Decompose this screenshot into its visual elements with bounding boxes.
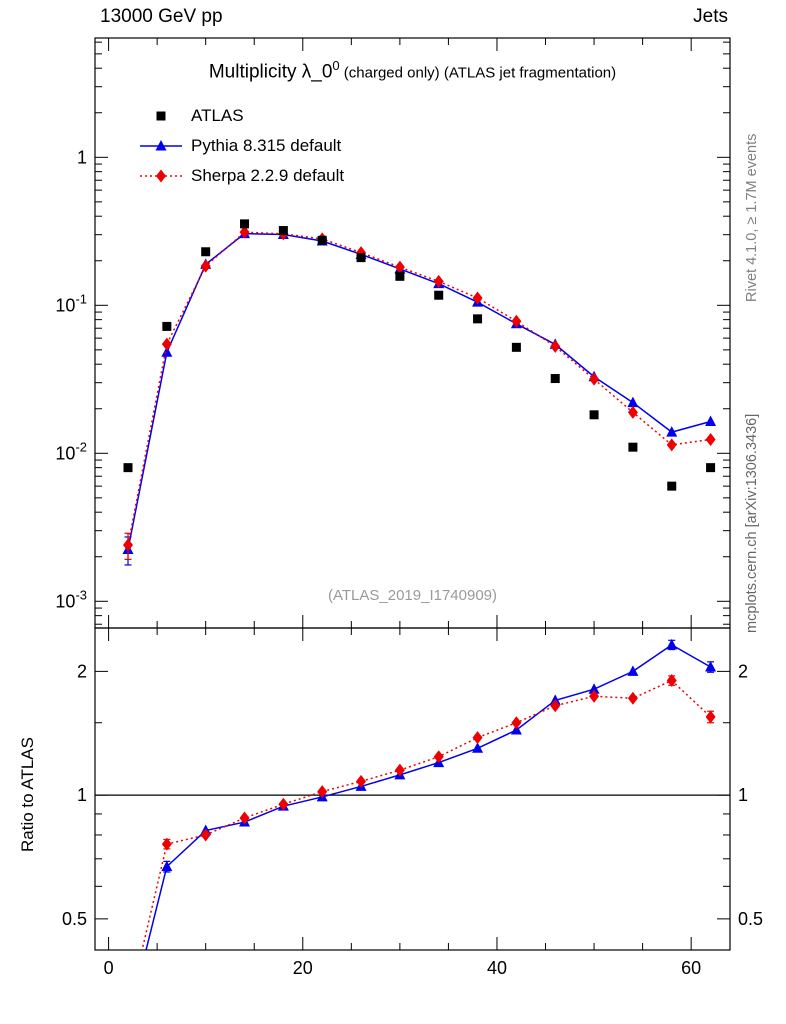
plot-title-superscript: 0: [332, 58, 340, 73]
sherpa-ratio-series: [141, 674, 716, 950]
rivet-version-note: Rivet 4.1.0, ≥ 1.7M events: [744, 133, 760, 302]
pythia-top-series: [122, 227, 717, 566]
svg-text:0.5: 0.5: [738, 909, 763, 929]
svg-text:10-3: 10-3: [55, 587, 87, 611]
analysis-group-label: Jets: [693, 6, 728, 27]
svg-text:60: 60: [681, 958, 701, 978]
svg-text:1: 1: [77, 785, 87, 805]
svg-text:2: 2: [77, 661, 87, 681]
sherpa-marker-icon: [138, 168, 184, 184]
legend-label-atlas: ATLAS: [191, 106, 244, 125]
svg-text:20: 20: [293, 958, 313, 978]
legend: ATLAS Pythia 8.315 default Sherpa 2.2.9 …: [138, 104, 344, 188]
legend-row-pythia: Pythia 8.315 default: [138, 134, 344, 158]
svg-text:0.5: 0.5: [62, 909, 87, 929]
legend-row-sherpa: Sherpa 2.2.9 default: [138, 164, 344, 188]
svg-text:1: 1: [77, 147, 87, 167]
ratio-panel-frame: [94, 627, 731, 951]
atlas-points: [123, 219, 716, 491]
pythia-ratio-series: [145, 638, 717, 950]
beam-energy-label: 13000 GeV pp: [100, 6, 223, 27]
svg-text:10-1: 10-1: [55, 291, 87, 315]
legend-row-atlas: ATLAS: [138, 104, 344, 128]
atlas-marker-icon: [138, 108, 184, 124]
svg-text:10-2: 10-2: [55, 439, 87, 463]
mcplots-citation-note: mcplots.cern.ch [arXiv:1306.3436]: [744, 413, 760, 633]
plot-title: Multiplicity λ_00 (charged only) (ATLAS …: [95, 58, 730, 83]
plot-title-main: Multiplicity λ_0: [208, 61, 333, 83]
legend-label-pythia: Pythia 8.315 default: [191, 136, 342, 155]
pythia-marker-icon: [138, 138, 184, 154]
svg-text:1: 1: [738, 785, 748, 805]
sherpa-top-series: [123, 225, 716, 560]
legend-label-sherpa: Sherpa 2.2.9 default: [191, 166, 345, 185]
svg-text:2: 2: [738, 661, 748, 681]
ratio-axis-label: Ratio to ATLAS: [18, 737, 37, 852]
plot-title-suffix: (charged only) (ATLAS jet fragmentation): [339, 64, 617, 82]
svg-text:40: 40: [487, 958, 507, 978]
analysis-id-watermark: (ATLAS_2019_I1740909): [327, 587, 497, 604]
svg-text:0: 0: [104, 958, 114, 978]
